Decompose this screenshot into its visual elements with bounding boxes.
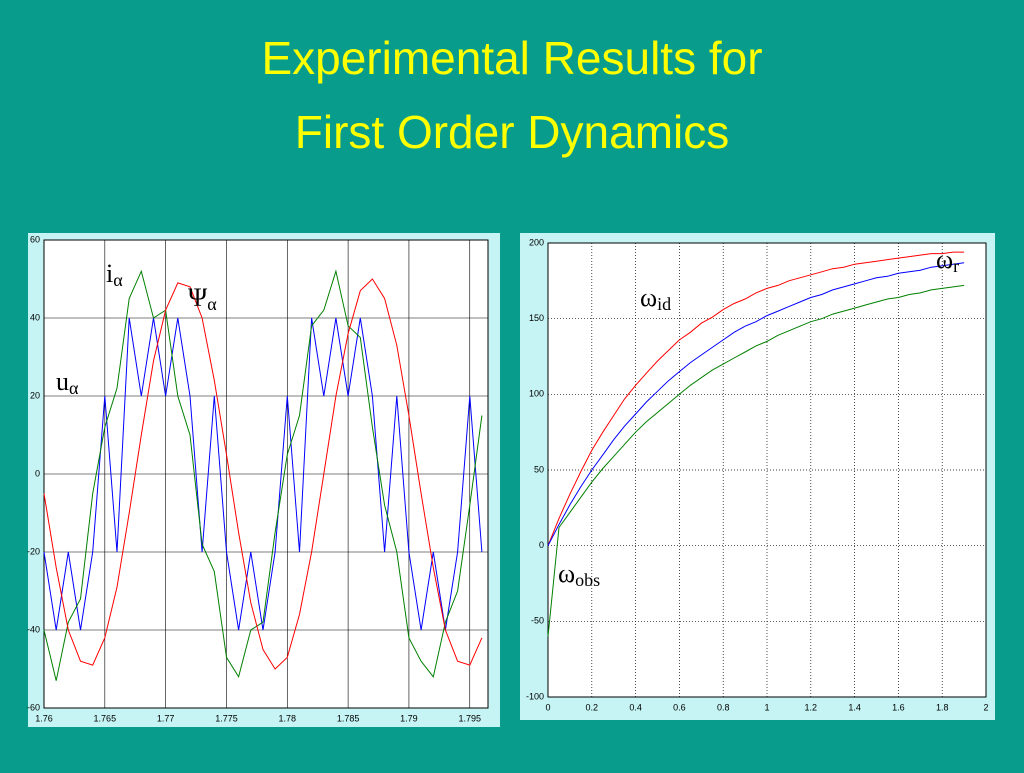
- x-tick-label: 0.4: [629, 702, 642, 712]
- annotation-symbol: ω: [558, 559, 575, 588]
- x-tick-label: 0.2: [586, 702, 599, 712]
- series-line: [43, 278, 483, 670]
- y-tick-label: -100: [526, 691, 544, 701]
- x-tick-label: 1.785: [337, 713, 360, 723]
- y-tick-label: -60: [27, 702, 40, 712]
- x-tick-label: 1.79: [400, 713, 418, 723]
- annotation-symbol: Ψ: [188, 283, 208, 312]
- plot-frame: [43, 239, 489, 709]
- annotation-subscript: α: [113, 270, 123, 290]
- x-tick-label: 1.775: [215, 713, 238, 723]
- annotation: iα: [106, 259, 123, 290]
- y-tick-label: 0: [539, 540, 544, 550]
- series-line: [547, 251, 965, 546]
- y-tick-label: 50: [534, 464, 544, 474]
- y-tick-label: 0: [35, 468, 40, 478]
- y-tick-label: 40: [30, 312, 40, 322]
- annotation: ωid: [640, 283, 671, 314]
- x-tick-label: 2: [983, 702, 988, 712]
- annotation: Ψα: [188, 283, 217, 314]
- annotation: ωr: [936, 245, 959, 276]
- x-tick-label: 1.765: [94, 713, 117, 723]
- y-tick-label: 60: [30, 234, 40, 244]
- x-tick-label: 1.2: [805, 702, 818, 712]
- annotation-symbol: ω: [640, 283, 657, 312]
- x-tick-label: 0.8: [717, 702, 730, 712]
- x-tick-label: 0: [545, 702, 550, 712]
- x-tick-label: 1.6: [892, 702, 905, 712]
- series-line: [547, 284, 965, 637]
- annotation-symbol: u: [56, 367, 69, 396]
- y-tick-label: 100: [529, 389, 544, 399]
- annotation-subscript: id: [657, 294, 671, 314]
- x-tick-label: 0.6: [673, 702, 686, 712]
- series-line: [547, 262, 965, 546]
- y-tick-label: 200: [529, 237, 544, 247]
- y-tick-label: -20: [27, 546, 40, 556]
- series-line: [43, 317, 483, 631]
- annotation-symbol: ω: [936, 245, 953, 274]
- x-tick-label: 1.8: [936, 702, 949, 712]
- title-line: First Order Dynamics: [295, 106, 729, 158]
- y-tick-label: -50: [531, 616, 544, 626]
- annotation: ωobs: [558, 559, 600, 590]
- annotation-subscript: α: [207, 294, 217, 314]
- x-tick-label: 1.77: [157, 713, 175, 723]
- plot-frame: [547, 242, 987, 698]
- x-tick-label: 1.795: [458, 713, 481, 723]
- y-tick-label: 150: [529, 313, 544, 323]
- x-tick-label: 1.78: [279, 713, 297, 723]
- series-line: [43, 269, 483, 681]
- x-tick-label: 1: [764, 702, 769, 712]
- x-tick-label: 1.76: [35, 713, 53, 723]
- x-tick-label: 1.4: [848, 702, 861, 712]
- y-tick-label: 20: [30, 390, 40, 400]
- annotation-subscript: obs: [575, 570, 600, 590]
- annotation-subscript: r: [953, 256, 959, 276]
- annotation: uα: [56, 367, 79, 398]
- y-tick-label: -40: [27, 624, 40, 634]
- annotation-subscript: α: [69, 378, 79, 398]
- annotation-symbol: i: [106, 259, 113, 288]
- title-line: Experimental Results for: [261, 32, 762, 84]
